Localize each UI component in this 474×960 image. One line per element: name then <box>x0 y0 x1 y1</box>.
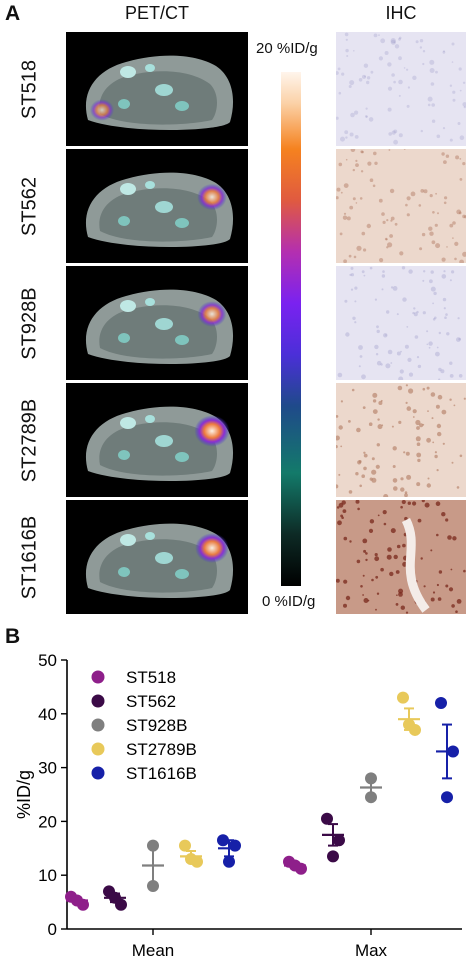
legend-label: ST928B <box>126 716 187 735</box>
data-point <box>147 839 159 852</box>
data-point <box>147 879 159 892</box>
legend-label: ST2789B <box>126 740 197 759</box>
y-axis-label: %ID/g <box>14 770 34 819</box>
ihc-image <box>336 266 466 380</box>
legend-marker <box>91 694 105 708</box>
y-tick-label: 50 <box>38 651 57 670</box>
data-point <box>217 834 229 847</box>
data-point <box>397 691 409 704</box>
legend-marker <box>91 718 105 732</box>
ihc-image <box>336 500 466 614</box>
row-label: ST562 <box>18 177 41 236</box>
data-point <box>321 812 333 825</box>
data-point <box>179 839 191 852</box>
colorbar-max-label: 20 %ID/g <box>256 40 318 57</box>
pet-ct-image <box>66 266 248 380</box>
data-point <box>185 853 197 866</box>
legend-marker <box>91 742 105 756</box>
row-label: ST518 <box>18 60 41 119</box>
ihc-header: IHC <box>385 3 417 23</box>
panel-b-letter: B <box>5 625 21 648</box>
legend-label: ST1616B <box>126 764 197 783</box>
ihc-image <box>336 383 466 497</box>
data-point <box>435 697 447 710</box>
x-tick-label: Max <box>355 941 388 960</box>
x-tick-label: Mean <box>132 941 175 960</box>
scatter-chart: 0 10 20 30 40 50 %ID/g Mean Max ST518 ST562 ST928B S… <box>14 651 462 960</box>
colorbar-min-label: 0 %ID/g <box>262 593 316 610</box>
data-point <box>441 791 453 804</box>
y-tick-label: 20 <box>38 812 57 831</box>
data-point <box>365 772 377 785</box>
data-point <box>109 891 121 904</box>
pet-ct-header: PET/CT <box>124 3 189 23</box>
ihc-image <box>336 32 466 146</box>
row-label: ST2789B <box>18 398 41 483</box>
panel-a-letter: A <box>5 2 21 25</box>
y-tick-label: 40 <box>38 705 57 724</box>
pet-ct-image <box>66 149 248 263</box>
ihc-image <box>336 149 466 263</box>
pet-ct-image <box>66 383 248 497</box>
y-tick-label: 10 <box>38 866 57 885</box>
row-label: ST1616B <box>18 515 41 600</box>
legend-label: ST562 <box>126 692 176 711</box>
legend-label: ST518 <box>126 668 176 687</box>
pet-ct-image <box>66 32 248 146</box>
data-point <box>289 859 301 872</box>
data-point <box>447 745 459 758</box>
pet-ct-image <box>66 500 248 614</box>
legend-marker <box>91 766 105 780</box>
legend-marker <box>91 670 105 684</box>
data-point <box>327 850 339 863</box>
data-point <box>365 791 377 804</box>
row-label: ST928B <box>18 287 41 360</box>
data-point <box>333 834 345 847</box>
y-tick-label: 0 <box>48 920 57 939</box>
colorbar-gradient <box>281 72 301 586</box>
y-tick-label: 30 <box>38 759 57 778</box>
data-point <box>403 718 415 731</box>
data-point <box>223 855 235 868</box>
data-point <box>229 839 241 852</box>
data-point <box>71 894 83 907</box>
